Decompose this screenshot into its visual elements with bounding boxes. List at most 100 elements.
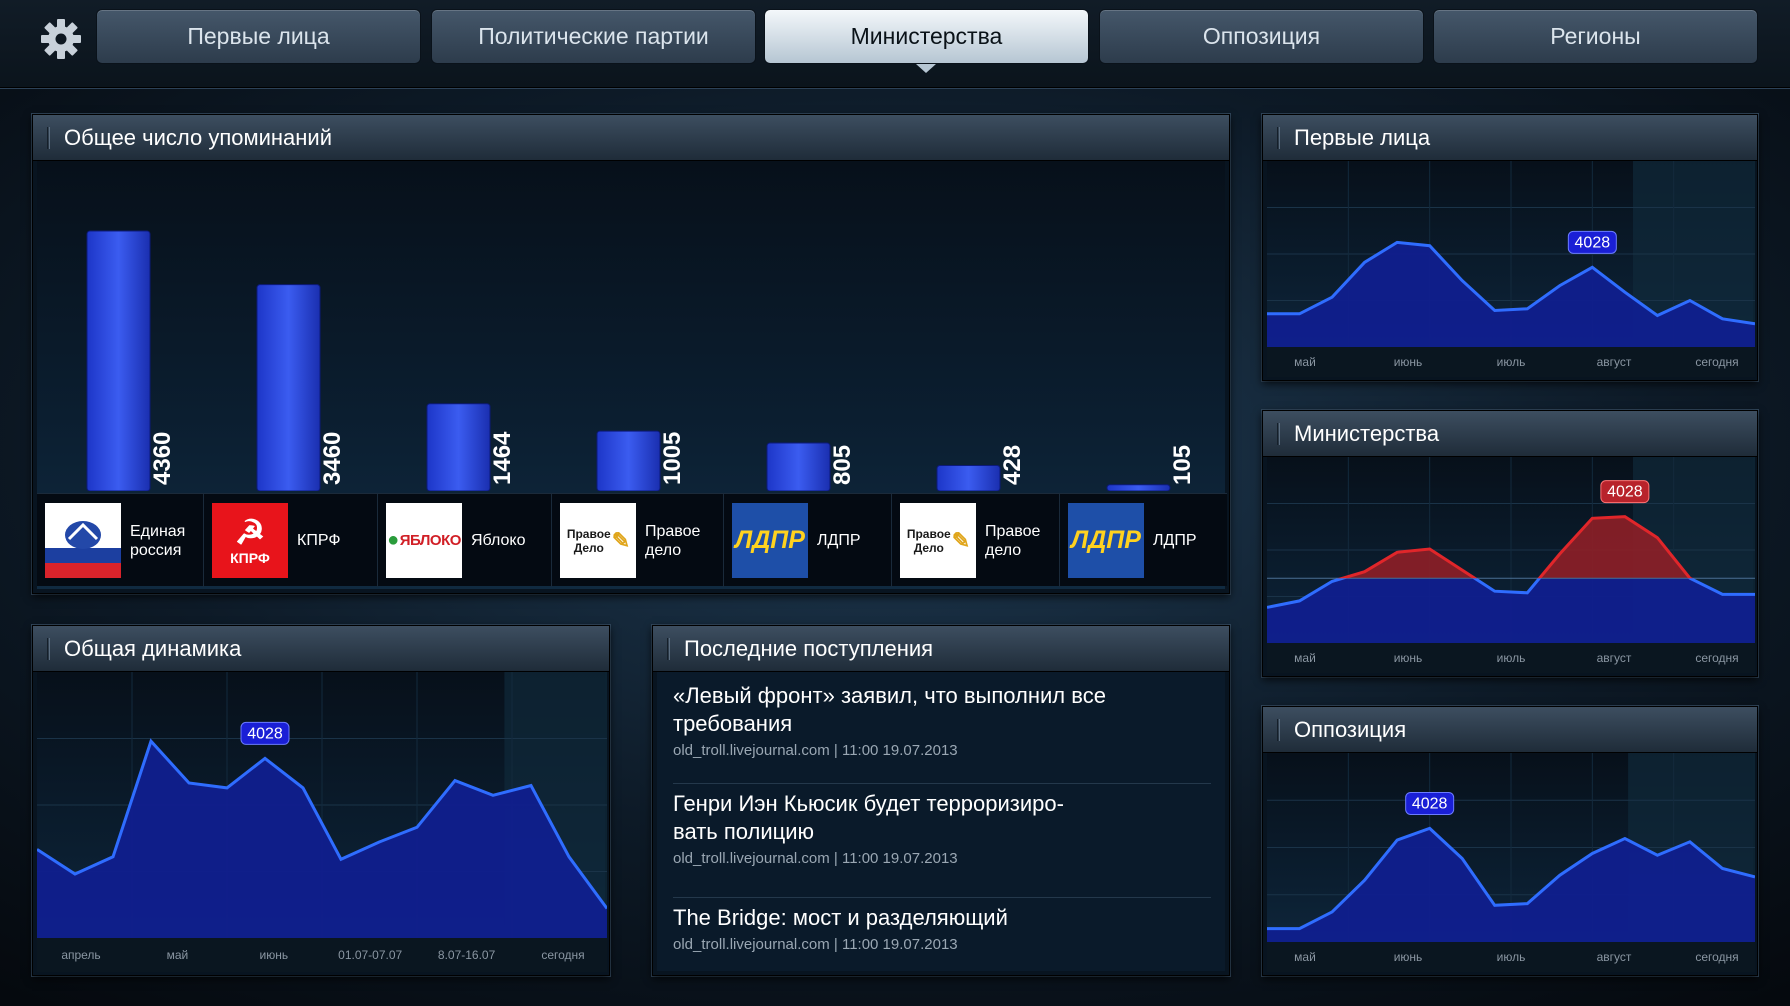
series-line-over-threshold xyxy=(1337,515,1694,579)
side-panel-title: Оппозиция xyxy=(1294,716,1407,742)
party-name: Яблоко xyxy=(471,532,526,549)
tab-politicheskie-partii[interactable]: Политические партии xyxy=(431,9,756,64)
dynamics-area-chart: апрель май июнь 01.07-07.07 8.07-16.07 сегодн… xyxy=(37,672,607,972)
party-cell[interactable]: ☭ КПРФ КПРФ xyxy=(204,494,378,587)
x-axis-label: май xyxy=(167,948,189,962)
news-item[interactable]: Генри Иэн Кьюсик будет терроризиро-вать … xyxy=(673,790,1211,898)
value-badge-label: 4028 xyxy=(1575,234,1611,251)
pravoe-delo-logo-text: Правое Дело xyxy=(906,526,951,555)
side-panel-oppozitsiya: Оппозиция май июнь июль август сегодня 4028 xyxy=(1262,706,1758,976)
news-meta: old_troll.livejournal.com | 11:00 19.07.… xyxy=(673,850,958,867)
area-fill xyxy=(37,741,607,938)
x-axis-label: сегодня xyxy=(1695,651,1738,665)
side-panel-header: Министерства xyxy=(1263,411,1757,457)
party-name: ЛДПР xyxy=(1153,532,1197,549)
mentions-panel-header: Общее число упоминаний xyxy=(33,115,1229,161)
ldpr-logo: ЛДПР xyxy=(732,503,808,578)
pencil-icon: ✎ xyxy=(611,527,631,553)
tab-pervye-litsa[interactable]: Первые лица xyxy=(96,9,421,64)
tab-regiony[interactable]: Регионы xyxy=(1433,9,1758,64)
bar-value-label: 1464 xyxy=(489,431,516,485)
pervye-litsa-area-chart: май июнь июль август сегодня 4028 xyxy=(1267,161,1755,377)
dynamics-panel-body: апрель май июнь 01.07-07.07 8.07-16.07 сегодн… xyxy=(37,672,607,972)
party-cell[interactable]: Правое Дело ✎ Правое дело xyxy=(892,494,1060,587)
bar-value-label: 1005 xyxy=(659,432,686,485)
bar-value-label: 428 xyxy=(999,445,1026,485)
drag-grip-icon[interactable] xyxy=(1277,422,1280,445)
dynamics-panel: Общая динамика апрель май июнь 01.07-07.07 8… xyxy=(32,625,610,976)
ldpr-logo-text: ЛДПР xyxy=(735,526,805,554)
bar-value-label: 4360 xyxy=(149,432,176,485)
news-item[interactable]: «Левый фронт» заявил, что выполнил все т… xyxy=(673,682,1211,784)
side-panel-header: Первые лица xyxy=(1263,115,1757,161)
yabloko-logo-text: ЯБЛОКО xyxy=(399,532,462,549)
news-item[interactable]: The Bridge: мост и разделяющий old_troll… xyxy=(673,904,1211,974)
gear-icon[interactable] xyxy=(38,16,84,62)
value-badge xyxy=(240,721,290,745)
series-line xyxy=(1267,826,1755,931)
tab-oppozitsiya[interactable]: Оппозиция xyxy=(1099,9,1424,64)
x-axis-label: июнь xyxy=(260,948,289,962)
active-tab-pointer xyxy=(916,64,936,73)
side-panel-body: май июнь июль август сегодня 4028 xyxy=(1267,161,1755,377)
drag-grip-icon[interactable] xyxy=(1277,126,1280,149)
party-cell[interactable]: Единая россия xyxy=(37,494,204,587)
united-russia-logo xyxy=(45,503,121,578)
x-axis-label: август xyxy=(1597,355,1632,369)
x-axis-label: июль xyxy=(1497,950,1526,964)
pravoe-delo-logo-text: Правое Дело xyxy=(566,526,611,555)
x-axis-label: май xyxy=(1294,651,1316,665)
mentions-bar-chart: 4360 3460 1464 1005 805 428 105 xyxy=(86,230,1196,491)
bar xyxy=(86,230,151,491)
party-cell[interactable]: ● ЯБЛОКО Яблоко xyxy=(378,494,552,587)
mentions-panel-title: Общее число упоминаний xyxy=(64,124,333,150)
value-badge xyxy=(1405,791,1455,815)
area-fill xyxy=(1267,242,1755,347)
x-axis-label: июнь xyxy=(1394,950,1423,964)
tab-ministerstva[interactable]: Министерства xyxy=(764,9,1089,64)
news-title[interactable]: The Bridge: мост и разделяющий xyxy=(673,905,1008,930)
area-fill xyxy=(1267,828,1755,942)
pravoe-delo-logo: Правое Дело ✎ xyxy=(900,503,976,578)
yabloko-logo: ● ЯБЛОКО xyxy=(386,503,462,578)
news-title[interactable]: Генри Иэн Кьюсик будет терроризиро-вать … xyxy=(673,791,1064,844)
side-panel-title: Министерства xyxy=(1294,420,1440,446)
bar-value-label: 3460 xyxy=(319,432,346,485)
value-badge-label: 4028 xyxy=(1412,795,1448,812)
x-axis-label: июль xyxy=(1497,651,1526,665)
drag-grip-icon[interactable] xyxy=(667,637,670,660)
mentions-panel-body: 4360 3460 1464 1005 805 428 105 Единая россия … xyxy=(37,161,1227,589)
party-cell[interactable]: ЛДПР ЛДПР xyxy=(1060,494,1227,587)
drag-grip-icon[interactable] xyxy=(47,637,50,660)
value-badge xyxy=(1600,480,1650,504)
x-axis-label: май xyxy=(1294,355,1316,369)
bar-value-label: 805 xyxy=(829,445,856,485)
apple-icon: ● xyxy=(387,529,399,551)
news-panel-header: Последние поступления xyxy=(653,626,1229,672)
kprf-logo-text: КПРФ xyxy=(230,549,270,566)
bar-value-label: 105 xyxy=(1169,445,1196,485)
top-navigation-bar: Первые лица Политические партии Министер… xyxy=(0,0,1790,88)
drag-grip-icon[interactable] xyxy=(1277,718,1280,741)
ministerstva-area-chart: май июнь июль август сегодня 4028 xyxy=(1267,457,1755,673)
x-axis-label: июнь xyxy=(1394,355,1423,369)
party-name: Правое дело xyxy=(645,522,701,559)
x-axis-label: июль xyxy=(1497,355,1526,369)
news-panel-title: Последние поступления xyxy=(684,635,934,661)
pencil-icon: ✎ xyxy=(951,527,971,553)
series-line xyxy=(1267,578,1755,609)
party-cell[interactable]: ЛДПР ЛДПР xyxy=(724,494,892,587)
hammer-sickle-icon: ☭ xyxy=(234,513,266,552)
bar xyxy=(426,403,491,491)
party-cell[interactable]: Правое Дело ✎ Правое дело xyxy=(552,494,724,587)
x-axis-label: 01.07-07.07 xyxy=(338,948,402,962)
side-panel-title: Первые лица xyxy=(1294,124,1431,150)
x-axis-strip xyxy=(1267,347,1755,377)
news-title[interactable]: «Левый фронт» заявил, что выполнил все т… xyxy=(673,683,1106,736)
news-meta: old_troll.livejournal.com | 11:00 19.07.… xyxy=(673,742,958,759)
drag-grip-icon[interactable] xyxy=(47,126,50,149)
party-name: Единая россия xyxy=(130,522,186,559)
oppozitsiya-area-chart: май июнь июль август сегодня 4028 xyxy=(1267,753,1755,972)
party-name: КПРФ xyxy=(297,532,341,549)
x-axis-label: апрель xyxy=(61,948,100,962)
